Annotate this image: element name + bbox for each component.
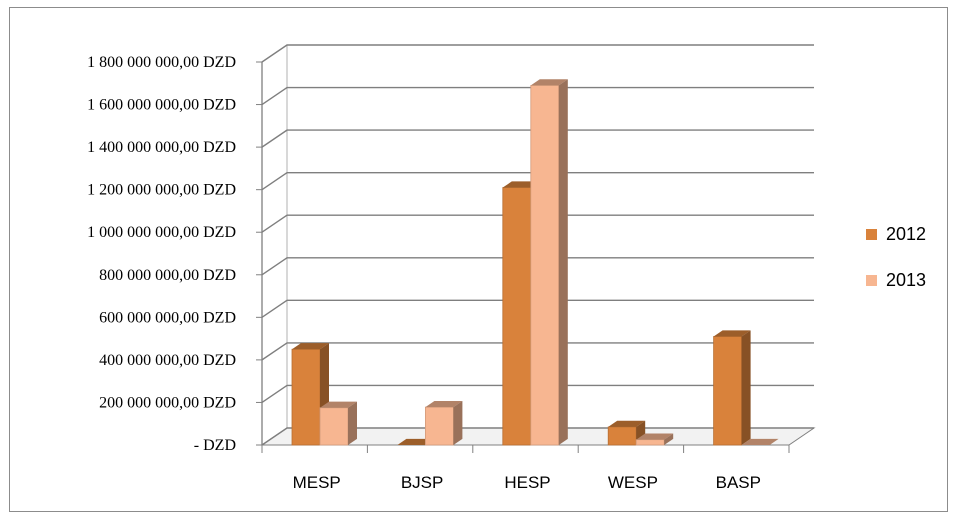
y-tick-label: 200 000 000,00 DZD: [99, 394, 236, 411]
bar-front: [607, 426, 637, 446]
x-axis-ticks: MESP BJSP HESP WESP BASP: [261, 445, 790, 492]
bars: [291, 79, 779, 446]
bar-front: [319, 407, 349, 446]
gridline: [261, 214, 814, 233]
bar-side: [664, 433, 674, 445]
bar-bjsp-2013: [424, 401, 463, 446]
y-tick-label: - DZD: [194, 437, 236, 454]
y-tick-label: 1 800 000 000,00 DZD: [87, 54, 236, 71]
bar-side: [741, 330, 751, 445]
x-tick-label: BJSP: [401, 473, 444, 492]
legend: 2012 2013: [866, 224, 926, 290]
legend-item-2013: 2013: [866, 270, 926, 290]
bar-top: [292, 343, 329, 350]
gridline: [261, 129, 814, 148]
bar-side: [348, 401, 357, 445]
y-tick-label: 1 600 000 000,00 DZD: [87, 97, 236, 114]
gridline: [261, 342, 814, 361]
gridline: [261, 384, 814, 404]
bar-basp-2012: [713, 330, 751, 446]
legend-label: 2013: [886, 270, 926, 290]
bar-front: [424, 406, 454, 446]
y-tick-label: 1 400 000 000,00 DZD: [87, 139, 236, 156]
bar-top: [741, 438, 779, 445]
x-tick-label: HESP: [504, 473, 550, 492]
bar-top: [425, 401, 463, 408]
bar-side: [558, 79, 568, 445]
gridline: [261, 86, 814, 106]
y-tick-label: 1 000 000 000,00 DZD: [87, 224, 236, 241]
y-tick-label: 800 000 000,00 DZD: [99, 267, 236, 284]
bar-basp-2013: [741, 438, 779, 445]
x-tick-label: WESP: [608, 473, 658, 492]
gridline: [261, 44, 814, 63]
bar-top: [530, 79, 568, 86]
chart-frame: [9, 7, 948, 512]
y-axis-ticks: - DZD 200 000 000,00 DZD 400 000 000,00 DZ…: [87, 54, 236, 454]
bar-hesp-2013: [530, 79, 568, 446]
bar-front: [713, 336, 742, 446]
legend-swatch: [866, 275, 877, 286]
x-tick-label: MESP: [293, 473, 341, 492]
bar-wesp-2013: [635, 433, 674, 446]
bar-front: [502, 187, 532, 446]
legend-item-2012: 2012: [866, 224, 926, 244]
bar-mesp-2013: [319, 401, 357, 446]
y-tick-label: 600 000 000,00 DZD: [99, 309, 236, 326]
bar-front: [530, 85, 560, 446]
bar-top: [608, 420, 646, 427]
bar-front: [635, 439, 665, 446]
y-tick-label: 400 000 000,00 DZD: [99, 352, 236, 369]
gridline: [261, 299, 814, 318]
legend-label: 2012: [886, 224, 926, 244]
gridline: [261, 257, 814, 276]
gridline: [261, 171, 814, 191]
bar-top: [713, 330, 751, 337]
bar-top: [320, 401, 357, 408]
legend-swatch: [866, 229, 877, 240]
x-tick-label: BASP: [716, 473, 761, 492]
y-tick-label: 1 200 000 000,00 DZD: [87, 182, 236, 199]
bar-side: [453, 401, 463, 445]
bar-top: [636, 433, 674, 440]
bar-front: [291, 348, 321, 446]
